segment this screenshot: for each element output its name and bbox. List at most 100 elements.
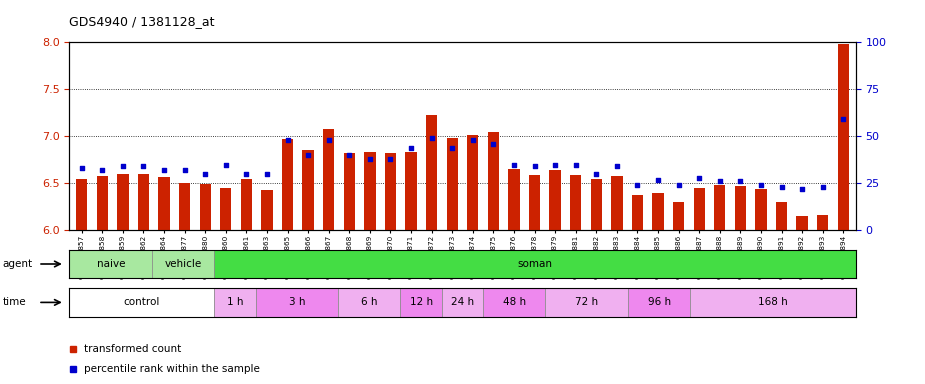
Bar <box>591 179 602 230</box>
Bar <box>442 288 483 317</box>
Bar <box>487 132 499 230</box>
Bar <box>549 170 561 230</box>
Bar <box>117 174 129 230</box>
Point <box>733 179 747 185</box>
Text: 12 h: 12 h <box>410 297 433 308</box>
Text: GDS4940 / 1381128_at: GDS4940 / 1381128_at <box>69 15 215 28</box>
Point <box>301 152 315 158</box>
Bar <box>714 185 725 230</box>
Bar <box>509 169 520 230</box>
Bar <box>690 288 856 317</box>
Point <box>527 163 542 169</box>
Point <box>280 137 295 143</box>
Text: agent: agent <box>3 259 33 269</box>
Point <box>486 141 500 147</box>
Bar <box>838 44 849 230</box>
Point <box>754 182 769 188</box>
Point <box>321 137 336 143</box>
Text: 48 h: 48 h <box>502 297 525 308</box>
Bar <box>220 188 231 230</box>
Text: 24 h: 24 h <box>450 297 474 308</box>
Bar <box>69 288 215 317</box>
Point <box>239 171 253 177</box>
Point <box>548 161 562 167</box>
Bar <box>628 288 690 317</box>
Bar <box>200 184 211 230</box>
Point <box>672 182 686 188</box>
Text: time: time <box>3 297 27 308</box>
Point <box>795 186 809 192</box>
Text: naive: naive <box>96 259 125 269</box>
Bar <box>343 153 355 230</box>
Bar <box>282 139 293 230</box>
Bar <box>673 202 684 230</box>
Point <box>218 161 233 167</box>
Text: 6 h: 6 h <box>361 297 377 308</box>
Point <box>589 171 604 177</box>
Bar <box>694 188 705 230</box>
Point <box>712 179 727 185</box>
Bar <box>158 177 169 230</box>
Point <box>692 175 707 181</box>
Text: 72 h: 72 h <box>575 297 598 308</box>
Bar <box>426 115 438 230</box>
Bar <box>467 136 478 230</box>
Bar <box>796 216 808 230</box>
Bar <box>545 288 628 317</box>
Point <box>507 161 522 167</box>
Point <box>74 165 89 171</box>
Point <box>445 144 460 151</box>
Point <box>383 156 398 162</box>
Point <box>465 137 480 143</box>
Text: control: control <box>124 297 160 308</box>
Text: vehicle: vehicle <box>165 259 202 269</box>
Bar <box>529 175 540 230</box>
Bar <box>756 189 767 230</box>
Bar <box>364 152 376 230</box>
Bar <box>152 250 215 278</box>
Bar <box>570 175 582 230</box>
Bar <box>96 176 108 230</box>
Point <box>260 171 275 177</box>
Bar <box>138 174 149 230</box>
Point <box>178 167 192 173</box>
Bar <box>483 288 545 317</box>
Text: 3 h: 3 h <box>289 297 305 308</box>
Bar <box>447 138 458 230</box>
Bar <box>179 184 191 230</box>
Point <box>815 184 830 190</box>
Point <box>95 167 110 173</box>
Point <box>136 163 151 169</box>
Bar <box>611 176 623 230</box>
Bar <box>261 190 273 230</box>
Bar <box>240 179 252 230</box>
Bar <box>401 288 442 317</box>
Bar <box>76 179 87 230</box>
Bar <box>215 250 856 278</box>
Point <box>363 156 377 162</box>
Text: soman: soman <box>517 259 552 269</box>
Text: percentile rank within the sample: percentile rank within the sample <box>84 364 260 374</box>
Bar <box>776 202 787 230</box>
Point <box>425 135 439 141</box>
Point <box>198 171 213 177</box>
Bar <box>215 288 255 317</box>
Point <box>630 182 645 188</box>
Point <box>116 163 130 169</box>
Point <box>156 167 171 173</box>
Bar <box>817 215 829 230</box>
Bar <box>302 151 314 230</box>
Bar <box>385 153 396 230</box>
Text: 168 h: 168 h <box>758 297 788 308</box>
Point <box>650 177 665 183</box>
Text: 1 h: 1 h <box>227 297 243 308</box>
Bar <box>652 193 664 230</box>
Bar <box>323 129 334 230</box>
Bar <box>734 186 746 230</box>
Text: transformed count: transformed count <box>84 344 181 354</box>
Point <box>836 116 851 122</box>
Point <box>403 144 418 151</box>
Point <box>342 152 357 158</box>
Bar <box>632 195 643 230</box>
Bar <box>255 288 339 317</box>
